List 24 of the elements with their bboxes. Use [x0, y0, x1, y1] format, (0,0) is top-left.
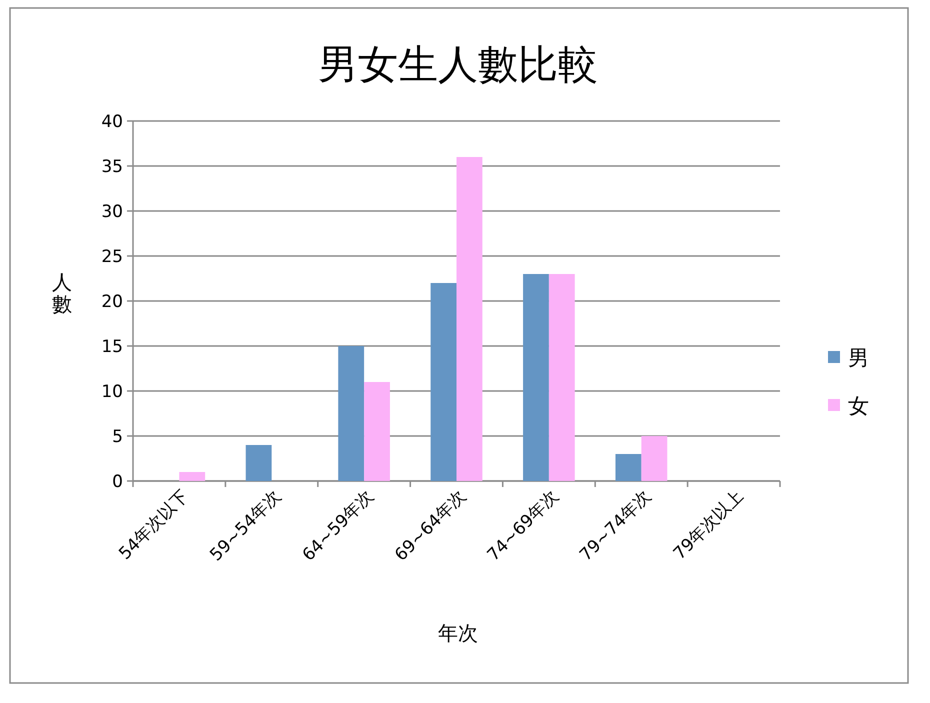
- y-tick-label: 40: [101, 112, 123, 132]
- legend-label: 男: [848, 346, 869, 370]
- bar: [179, 472, 206, 481]
- bar: [615, 454, 642, 481]
- y-tick-label: 5: [112, 427, 123, 447]
- bar: [641, 436, 668, 481]
- x-axis-title: 年次: [438, 621, 478, 645]
- y-tick-label: 10: [101, 382, 123, 402]
- bar: [456, 157, 482, 481]
- bar: [246, 445, 272, 481]
- y-tick-label: 25: [101, 247, 123, 267]
- y-axis-title: 人數: [52, 270, 72, 316]
- bar: [548, 274, 575, 481]
- x-tick-label: 79年次以上: [670, 486, 748, 564]
- bar: [338, 346, 364, 481]
- y-tick-label: 35: [101, 157, 123, 177]
- legend-label: 女: [848, 394, 869, 418]
- y-tick-label: 15: [101, 337, 123, 357]
- chart-title: 男女生人數比較: [318, 42, 598, 88]
- bar: [364, 382, 390, 481]
- y-tick-label: 30: [101, 202, 123, 222]
- y-tick-label: 20: [101, 292, 123, 312]
- bar: [430, 283, 456, 481]
- bar: [523, 274, 549, 481]
